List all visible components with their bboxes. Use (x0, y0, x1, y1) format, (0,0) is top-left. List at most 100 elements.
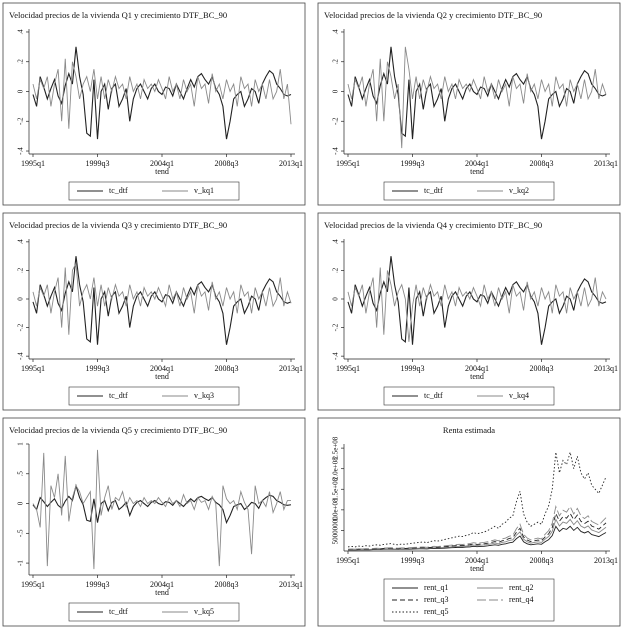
legend-label: tc_dtf (109, 186, 128, 195)
x-tick-label: 2013q1 (594, 364, 618, 373)
legend-label: tc_dtf (424, 186, 443, 195)
x-tick-label: 2008q3 (530, 556, 554, 565)
series-line (347, 267, 607, 342)
y-tick-label: -.4 (332, 352, 340, 360)
x-tick-label: 1999q3 (401, 364, 425, 373)
y-tick-label: .2 (17, 59, 25, 65)
legend-box (383, 386, 555, 406)
chart-title: Velocidad precios de la vivienda Q3 y cr… (9, 220, 227, 230)
y-tick-label: .2 (17, 267, 25, 273)
x-tick-label: 2013q1 (279, 364, 303, 373)
chart-title: Velocidad precios de la vivienda Q4 y cr… (324, 220, 542, 230)
x-tick-label: 1995q1 (21, 159, 45, 168)
legend-box (383, 181, 555, 201)
y-tick-label: .4 (332, 29, 340, 35)
y-tick-label: 1.5e+08 (332, 477, 340, 500)
series-line (347, 512, 607, 550)
legend-label: rent_q3 (424, 595, 448, 604)
legend-box (383, 578, 555, 622)
series-line (347, 525, 607, 551)
x-tick-label: 2004q1 (150, 364, 174, 373)
y-tick-label: 1 (17, 442, 25, 446)
legend-label: rent_q1 (424, 583, 448, 592)
x-tick-label: 1995q1 (21, 364, 45, 373)
y-tick-label: 2.5e+08 (332, 436, 340, 459)
x-tick-label: 1999q3 (401, 556, 425, 565)
legend-label: rent_q2 (509, 583, 533, 592)
series-line (32, 256, 292, 345)
legend-label: v_kq1 (194, 186, 214, 195)
x-tick-label: 1995q1 (336, 364, 360, 373)
series-line (347, 256, 607, 345)
y-tick-label: .4 (17, 239, 25, 245)
legend-box (68, 602, 240, 622)
x-tick-label: 2004q1 (150, 159, 174, 168)
legend-label: tc_dtf (109, 607, 128, 616)
x-tick-label: 1999q3 (86, 580, 110, 589)
panel-frame (2, 2, 306, 206)
series-line (347, 518, 607, 551)
chart-title: Velocidad precios de la vivienda Q2 y cr… (324, 10, 542, 20)
y-tick-label: -.4 (17, 147, 25, 155)
x-tick-label: 2004q1 (465, 159, 489, 168)
legend-label: v_kq3 (194, 391, 214, 400)
y-tick-label: 2.0e+08 (332, 457, 340, 480)
x-axis-title: tend (155, 372, 169, 381)
chart-title: Velocidad precios de la vivienda Q1 y cr… (9, 10, 227, 20)
x-tick-label: 2013q1 (594, 159, 618, 168)
x-tick-label: 2008q3 (530, 364, 554, 373)
x-tick-label: 2008q3 (530, 159, 554, 168)
y-tick-label: 50000000 (332, 516, 340, 545)
series-line (347, 46, 607, 140)
x-tick-label: 2013q1 (279, 159, 303, 168)
y-tick-label: 0 (332, 89, 340, 93)
x-tick-label: 1995q1 (21, 580, 45, 589)
x-axis-title: tend (155, 167, 169, 176)
legend-label: rent_q4 (509, 595, 533, 604)
y-tick-label: 0 (17, 297, 25, 301)
panel-frame (2, 212, 306, 411)
chart-title: Velocidad precios de la vivienda Q5 y cr… (9, 425, 227, 435)
x-axis-title: tend (470, 564, 484, 573)
y-tick-label: -.4 (17, 352, 25, 360)
legend-label: tc_dtf (424, 391, 443, 400)
series-line (32, 449, 291, 570)
panel-frame (317, 2, 621, 206)
legend-box (68, 181, 240, 201)
y-tick-label: .4 (332, 239, 340, 245)
x-axis-title: tend (470, 372, 484, 381)
x-axis-title: tend (470, 167, 484, 176)
legend-label: rent_q5 (424, 607, 448, 616)
y-tick-label: .2 (332, 267, 340, 273)
series-line (32, 46, 292, 140)
y-tick-label: -.2 (17, 117, 25, 125)
x-tick-label: 2013q1 (279, 580, 303, 589)
y-tick-label: -.4 (332, 147, 340, 155)
y-tick-label: -1 (17, 560, 25, 566)
y-tick-label: 0 (17, 89, 25, 93)
x-tick-label: 2008q3 (215, 159, 239, 168)
series-line (347, 46, 607, 149)
legend-label: tc_dtf (109, 391, 128, 400)
x-tick-label: 1999q3 (401, 159, 425, 168)
x-tick-label: 2008q3 (215, 580, 239, 589)
x-tick-label: 2008q3 (215, 364, 239, 373)
x-tick-label: 2004q1 (465, 364, 489, 373)
x-axis-title: tend (155, 588, 169, 597)
series-line (32, 261, 292, 335)
chart-title: Renta estimada (443, 425, 495, 435)
series-line (347, 504, 607, 550)
x-tick-label: 1999q3 (86, 159, 110, 168)
y-tick-label: .2 (332, 59, 340, 65)
y-tick-label: -.2 (17, 323, 25, 331)
y-tick-label: 0 (17, 501, 25, 505)
series-line (347, 452, 607, 548)
x-tick-label: 1995q1 (336, 159, 360, 168)
x-tick-label: 1995q1 (336, 556, 360, 565)
y-tick-label: -.5 (17, 529, 25, 537)
legend-box (68, 386, 240, 406)
series-line (32, 58, 292, 129)
y-tick-label: .5 (17, 471, 25, 477)
